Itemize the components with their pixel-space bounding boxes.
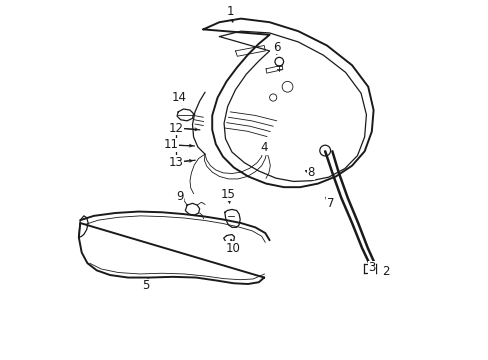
Text: 11: 11 [163,138,178,151]
Text: 8: 8 [306,166,314,179]
Text: 15: 15 [221,188,235,201]
Text: 10: 10 [225,242,240,255]
Text: 7: 7 [326,197,334,210]
Text: 13: 13 [168,156,183,168]
Text: 5: 5 [142,279,149,292]
Text: 1: 1 [226,5,233,18]
Text: 2: 2 [381,265,388,278]
Text: 12: 12 [168,122,183,135]
Text: 14: 14 [171,91,186,104]
Text: 4: 4 [260,141,267,154]
Text: 6: 6 [272,41,280,54]
Text: 9: 9 [176,190,183,203]
Text: 3: 3 [367,261,375,274]
